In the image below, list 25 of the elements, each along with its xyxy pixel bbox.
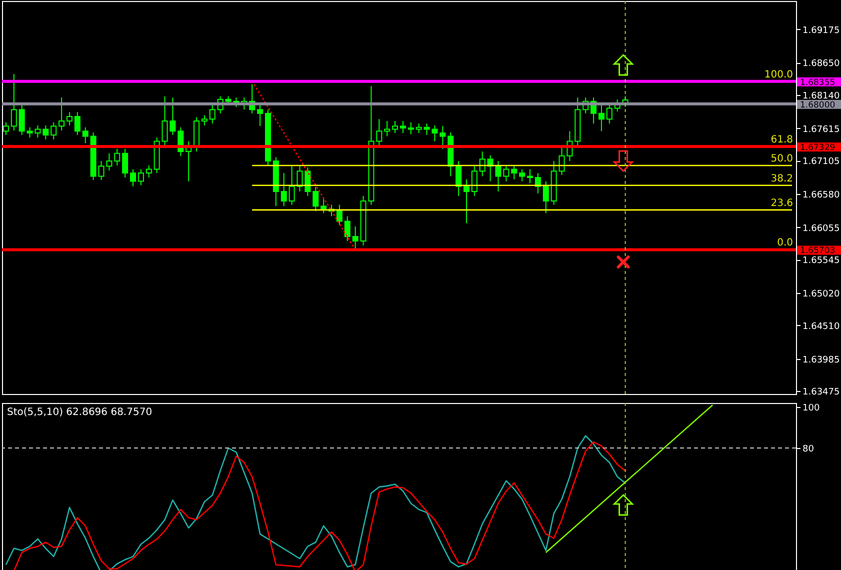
y-tick-label: 1.64510 xyxy=(802,322,840,332)
y-tick-label: 1.68140 xyxy=(802,91,840,102)
y-tick-label: 1.67105 xyxy=(802,157,840,168)
ref-line-label: 1.65703 xyxy=(800,246,836,256)
annotation: 38.2 xyxy=(770,173,793,184)
y-tick-label: 1.65545 xyxy=(802,256,840,266)
ref-line-label: 1.68000 xyxy=(800,100,836,110)
chart-title: Sto(5,5,10) 62.8696 68.7570 xyxy=(7,407,152,418)
y-tick-label: 80 xyxy=(802,444,814,455)
y-tick-label: 1.66580 xyxy=(802,190,840,201)
annotation: 0.0 xyxy=(777,238,793,249)
annotation: 100.0 xyxy=(764,69,793,80)
ref-line-label: 1.67329 xyxy=(800,142,836,153)
y-tick-label: 1.69175 xyxy=(802,26,840,36)
annotation: 50.0 xyxy=(770,154,793,164)
y-tick-label: 1.68650 xyxy=(802,59,840,70)
y-tick-label: 1.63475 xyxy=(802,388,840,398)
y-tick-label: 1.63985 xyxy=(802,355,840,366)
annotation: 61.8 xyxy=(770,134,793,146)
y-tick-label: 1.66055 xyxy=(802,224,840,234)
ref-line-label: 1.68355 xyxy=(800,78,836,88)
y-tick-label: 1.65020 xyxy=(802,290,840,300)
annotation: 23.6 xyxy=(770,198,793,209)
y-tick-label: 100 xyxy=(802,404,820,414)
y-tick-label: 1.67615 xyxy=(802,124,840,135)
